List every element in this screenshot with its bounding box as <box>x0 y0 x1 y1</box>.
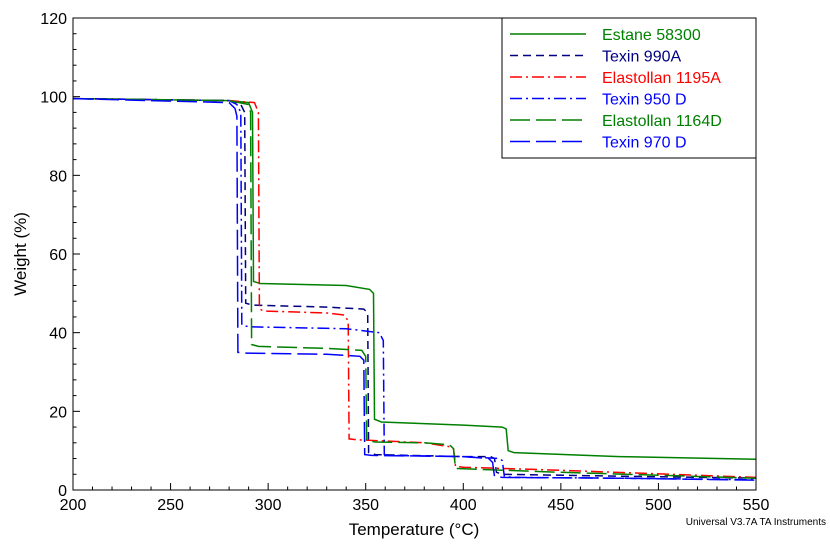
x-tick-label: 350 <box>352 497 379 514</box>
legend-label: Elastollan 1164D <box>602 113 722 130</box>
x-tick-label: 500 <box>645 497 672 514</box>
legend-label: Elastollan 1195A <box>602 70 721 87</box>
legend-label: Texin 990A <box>602 49 681 66</box>
x-tick-label: 200 <box>60 497 87 514</box>
legend-label: Texin 950 D <box>602 92 687 109</box>
x-tick-label: 450 <box>548 497 575 514</box>
legend-label: Estane 58300 <box>602 27 701 44</box>
x-axis-ticks: 200 250 300 350 400 450 500 550 <box>60 483 770 514</box>
y-tick-label: 0 <box>58 483 67 500</box>
x-tick-label: 300 <box>255 497 282 514</box>
series-line-6 <box>73 97 756 481</box>
y-tick-label: 120 <box>40 11 67 28</box>
y-tick-label: 80 <box>49 168 67 185</box>
x-axis-title: Temperature (°C) <box>349 520 480 539</box>
y-tick-label: 40 <box>49 326 67 343</box>
series-line-1 <box>73 97 756 461</box>
legend-box <box>501 17 757 159</box>
x-tick-label: 550 <box>743 497 770 514</box>
series-line-4 <box>73 97 756 481</box>
y-tick-label: 20 <box>49 404 67 421</box>
y-tick-label: 100 <box>40 90 67 107</box>
series-line-5 <box>73 97 756 479</box>
legend-label: Texin 970 D <box>602 135 687 152</box>
x-tick-label: 250 <box>157 497 184 514</box>
plot-frame <box>72 17 757 491</box>
series-line-2 <box>73 97 756 479</box>
x-tick-label: 400 <box>450 497 477 514</box>
y-axis-ticks: 0 20 40 60 80 100 120 <box>40 11 80 500</box>
y-axis-title: Weight (%) <box>11 212 30 296</box>
series-layer <box>73 97 756 481</box>
legend: Estane 58300 Texin 990A Elastollan 1195A Te… <box>501 17 757 159</box>
y-tick-label: 60 <box>49 247 67 264</box>
footer-note: Universal V3.7A TA Instruments <box>686 517 826 528</box>
